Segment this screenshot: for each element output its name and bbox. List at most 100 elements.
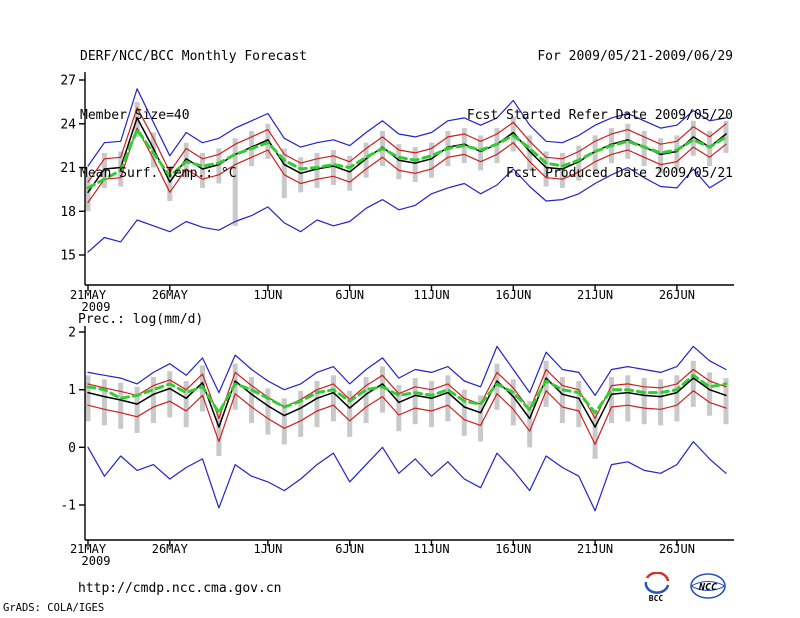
footer-url: http://cmdp.ncc.cma.gov.cn — [78, 581, 282, 596]
panel1-title: Mean Surf. Temp.: °C — [80, 166, 237, 181]
spread-bar — [609, 377, 614, 424]
spread-bar — [576, 381, 582, 428]
spread-bar — [576, 145, 582, 181]
spread-bar — [330, 375, 336, 422]
y-tick-label: 2 — [68, 326, 76, 341]
ncc-logo-lower-meridian — [690, 585, 726, 591]
y-tick-label: 0 — [68, 441, 76, 456]
grads-credit: GrADS: COLA/IGES — [3, 602, 105, 614]
y-tick-label: 21 — [60, 161, 76, 176]
spread-bar — [658, 138, 664, 174]
spread-bar — [101, 152, 107, 188]
spread-bar — [232, 138, 238, 226]
header-right: For 2009/05/21-2009/06/29 Fcst Started R… — [467, 8, 733, 203]
x-tick-label: 6JUN — [335, 288, 364, 302]
spread-bar — [429, 142, 434, 178]
y-tick-label: -1 — [60, 499, 76, 514]
spread-bar — [167, 166, 173, 201]
series-ensemble-min — [87, 166, 727, 253]
spread-bar — [461, 389, 467, 436]
spread-bar — [723, 120, 729, 153]
series-mean-plus-std — [87, 368, 727, 420]
spread-bar — [625, 375, 631, 422]
x-tick-label: 16JUN — [495, 542, 531, 556]
x-tick-label: 11JUN — [413, 288, 449, 302]
y-tick-label: 27 — [60, 74, 76, 89]
spread-bar — [625, 123, 631, 159]
spread-bar — [412, 147, 418, 183]
spread-bar — [658, 379, 664, 426]
spread-bar — [265, 388, 271, 435]
spread-bar — [674, 135, 680, 171]
x-tick-label: 26JUN — [659, 542, 695, 556]
spread-bar — [494, 363, 500, 410]
spread-bar — [330, 150, 336, 185]
spread-bar — [134, 386, 140, 433]
bcc-logo-red-arc — [645, 572, 670, 582]
ncc-logo-text: NCC — [698, 582, 717, 593]
spread-bar — [445, 375, 451, 422]
forecast-range-label: For 2009/05/21-2009/06/29 — [537, 49, 733, 64]
spread-bar — [592, 135, 598, 171]
spread-bar — [412, 378, 418, 425]
y-tick-label: 18 — [60, 205, 76, 220]
spread-bar — [85, 176, 91, 212]
spread-bar — [85, 375, 91, 422]
series-ensemble-min — [87, 441, 727, 512]
x-tick-label: 6JUN — [335, 542, 364, 556]
x-tick-label: 16JUN — [495, 288, 531, 302]
ncc-logo: NCC — [690, 573, 726, 599]
x-tick-label: 21JUN — [577, 542, 613, 556]
spread-bar — [690, 360, 696, 407]
series-mean-minus-std — [87, 127, 727, 204]
plot-title: DERF/NCC/BCC Monthly Forecast — [80, 49, 307, 64]
spread-bar — [396, 385, 402, 432]
x-tick-label: 21MAY — [70, 542, 107, 556]
spread-bar — [150, 377, 156, 424]
spread-bar — [380, 366, 385, 413]
spread-bar — [363, 377, 369, 424]
spread-bar — [347, 155, 353, 191]
fcst-start-label: Fcst Started Refer Date 2009/05/20 — [466, 107, 733, 123]
x-year-label: 2009 — [82, 554, 111, 568]
fcst-produced-label: Fcst Produced Date 2009/05/21 — [506, 166, 733, 181]
x-tick-label: 1JUN — [253, 288, 282, 302]
series-climatology — [86, 373, 728, 415]
spread-bar — [183, 381, 189, 428]
series-mean-minus-std — [87, 390, 727, 445]
x-tick-label: 21JUN — [577, 288, 613, 302]
spread-bar — [101, 379, 107, 426]
spread-bar — [396, 144, 402, 180]
spread-bar — [592, 409, 598, 459]
x-tick-label: 1JUN — [253, 542, 282, 556]
chart-panel-2: -1 0 1 2 21MAY 26MAY 1JUN 6JUN 11JUN 16JUN 21JUN 26… — [60, 326, 734, 568]
series-climatology — [86, 128, 728, 190]
spread-bar — [543, 151, 549, 187]
spread-bar — [429, 381, 434, 428]
spread-bar — [559, 152, 565, 188]
x-tick-label: 11JUN — [413, 542, 449, 556]
spread-bar — [314, 152, 320, 188]
spread-bar — [347, 390, 353, 437]
header-left: DERF/NCC/BCC Monthly Forecast Member Siz… — [80, 8, 307, 203]
spread-bar — [527, 135, 533, 171]
ncc-logo-upper-meridian — [690, 581, 726, 587]
spread-bar — [510, 379, 516, 426]
spread-bar — [723, 378, 729, 425]
spread-bar — [363, 142, 369, 178]
spread-bar — [298, 390, 304, 437]
bcc-logo: BCC — [644, 572, 670, 603]
x-tick-label: 26MAY — [152, 288, 189, 302]
spread-bar — [641, 378, 647, 425]
spread-bar — [559, 377, 565, 424]
series-mean-plus-std — [87, 107, 727, 183]
spread-bar — [216, 409, 222, 456]
x-tick-label: 21MAY — [70, 288, 107, 302]
spread-bar — [527, 401, 533, 448]
series-ensemble-max — [87, 88, 727, 167]
chart-panel-1: 15 18 21 24 27 21MAY 26MAY 1JUN 6JUN 11JUN 16JUN 21… — [60, 72, 734, 314]
spread-bar — [281, 148, 287, 199]
member-size-label: Member Size=40 — [80, 107, 190, 123]
